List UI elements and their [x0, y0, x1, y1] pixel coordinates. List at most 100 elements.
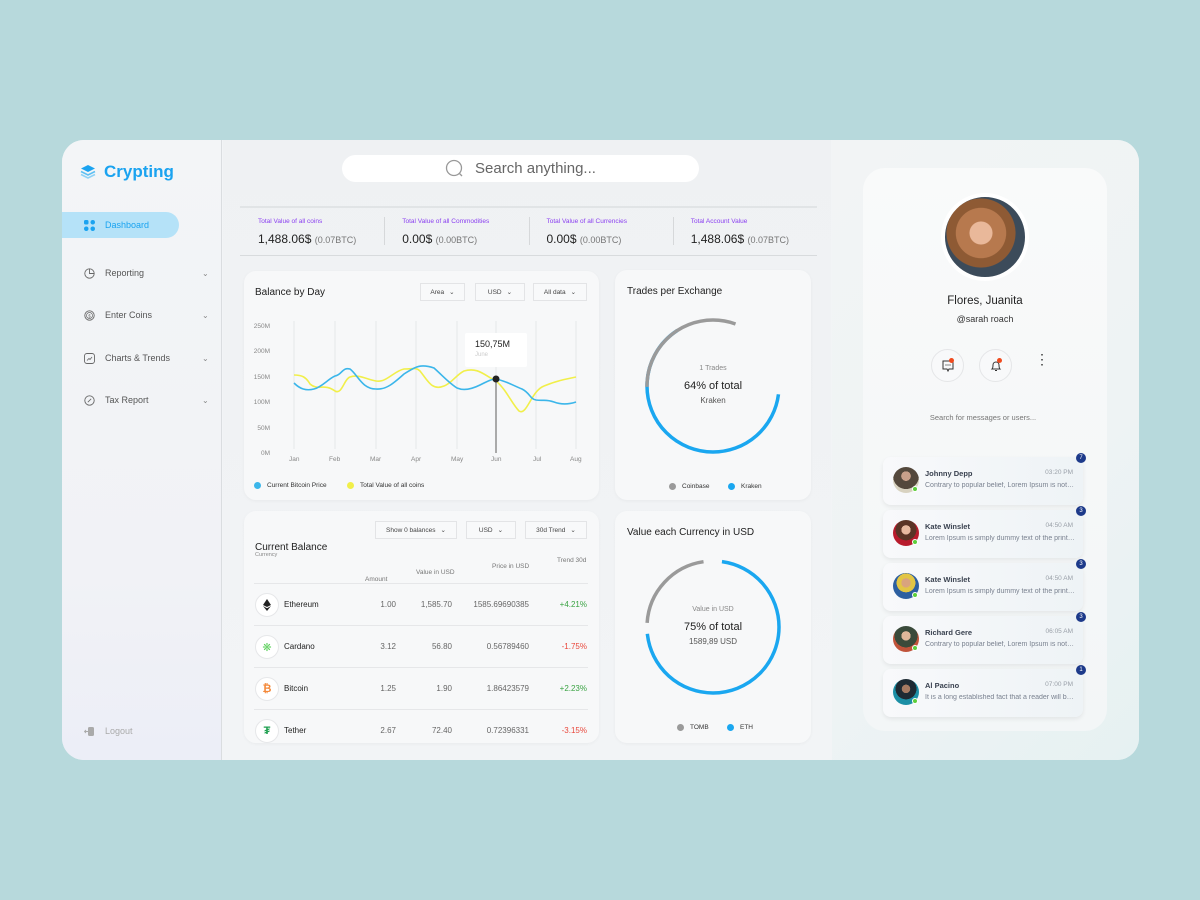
ethereum-icon: [255, 593, 279, 617]
sidebar-item-charts-trends[interactable]: Charts & Trends ⌄: [62, 345, 222, 371]
legend-label: Coinbase: [682, 483, 710, 490]
message-item[interactable]: Kate Winslet 04:50 AM Lorem Ipsum is sim…: [883, 506, 1086, 558]
cardano-icon: ❋: [255, 635, 279, 659]
search-bar[interactable]: Search anything...: [342, 155, 699, 182]
x-tick: Jul: [533, 456, 542, 463]
sidebar-item-enter-coins[interactable]: $ Enter Coins ⌄: [62, 302, 222, 328]
sender-name: Kate Winslet: [925, 575, 970, 584]
profile-handle: @sarah roach: [956, 314, 1014, 324]
profile-card: Flores, Juanita @sarah roach ⋮ Johnny De…: [863, 168, 1107, 731]
message-time: 07:00 PM: [1045, 681, 1073, 688]
donut-chart[interactable]: [643, 316, 783, 456]
unread-badge: 3: [1076, 559, 1086, 569]
sidebar-item-label: Charts & Trends: [105, 353, 171, 363]
message-item[interactable]: Al Pacino 07:00 PM It is a long establis…: [883, 665, 1086, 717]
y-tick: 100M: [253, 399, 270, 406]
logo[interactable]: Crypting: [80, 162, 174, 182]
current-balance-card: Show 0 balances ⌄ USD ⌄ 30d Trend ⌄ Current…: [244, 511, 599, 743]
table-row[interactable]: ❋ Cardano 3.12 56.80 0.56789460 -1.75%: [254, 625, 588, 667]
x-tick: Jan: [289, 456, 300, 463]
unread-badge: 3: [1076, 506, 1086, 516]
message-time: 04:50 AM: [1045, 522, 1073, 529]
y-tick: 0M: [260, 450, 270, 457]
table-row[interactable]: ₿ Bitcoin 1.25 1.90 1.86423579 +2.23%: [254, 667, 588, 709]
logout-button[interactable]: Logout: [62, 718, 222, 744]
coin-value: 72.40: [431, 726, 452, 735]
coin-trend: +4.21%: [559, 600, 587, 609]
y-tick: 250M: [253, 323, 270, 330]
donut-main: 75% of total: [683, 621, 743, 633]
stat-total-currencies: Total Value of all Currencies 0.00$ (0.0…: [528, 208, 673, 255]
sidebar: Crypting Dashboard Reporting ⌄ $ Enter C…: [62, 140, 222, 760]
range-dropdown[interactable]: All data ⌄: [533, 283, 587, 301]
more-options-icon[interactable]: ⋮: [1035, 351, 1049, 367]
chevron-down-icon: ⌄: [449, 289, 455, 296]
show-zero-balances-dropdown[interactable]: Show 0 balances ⌄: [375, 521, 457, 539]
legend-coinbase: Coinbase: [669, 483, 709, 490]
pie-chart-icon: [84, 267, 95, 279]
sidebar-item-label: Enter Coins: [105, 310, 153, 320]
sidebar-item-label: Tax Report: [105, 395, 149, 405]
bell-icon: [990, 360, 1001, 371]
coin-value: 56.80: [431, 642, 452, 651]
donut-chart[interactable]: [643, 557, 783, 697]
trend-dropdown[interactable]: 30d Trend ⌄: [525, 521, 587, 539]
legend-label: Kraken: [741, 483, 762, 490]
coin-name: Tether: [284, 726, 307, 735]
main-content: Search anything... Total Value of all co…: [223, 140, 831, 760]
chart-type-dropdown[interactable]: Area ⌄: [420, 283, 465, 301]
profile-avatar[interactable]: [941, 193, 1029, 281]
message-item[interactable]: Richard Gere 06:05 AM Contrary to popula…: [883, 612, 1086, 664]
legend-label: TOMB: [690, 724, 709, 731]
line-chart[interactable]: [244, 271, 599, 500]
sidebar-item-reporting[interactable]: Reporting ⌄: [62, 260, 222, 286]
bitcoin-icon: ₿: [255, 677, 279, 701]
stat-total-commodities: Total Value of all Commodities 0.00$ (0.…: [384, 208, 528, 255]
donut-sub: Value in USD: [692, 606, 734, 613]
stat-value: 0.00$: [546, 232, 577, 246]
legend-label: Current Bitcoin Price: [267, 482, 327, 489]
svg-text:$: $: [88, 313, 91, 318]
card-title: Balance by Day: [255, 287, 326, 298]
message-time: 04:50 AM: [1045, 575, 1073, 582]
chevron-down-icon: ⌄: [570, 527, 576, 534]
currency-dropdown[interactable]: USD ⌄: [475, 283, 525, 301]
message-time: 03:20 PM: [1045, 469, 1073, 476]
app-name: Crypting: [104, 162, 174, 181]
coin-name: Ethereum: [284, 600, 319, 609]
donut-label: Kraken: [700, 396, 726, 405]
stat-btc: (0.07BTC): [747, 235, 789, 245]
table-row[interactable]: Ethereum 1.00 1,585.70 1585.69690385 +4.…: [254, 583, 588, 625]
x-tick: Jun: [491, 456, 502, 463]
table-row[interactable]: ₮ Tether 2.67 72.40 0.72396331 -3.15%: [254, 709, 588, 751]
legend-dot: [347, 482, 354, 489]
search-input[interactable]: Search anything...: [475, 160, 596, 177]
sidebar-item-tax-report[interactable]: Tax Report ⌄: [62, 387, 222, 413]
message-item[interactable]: Johnny Depp 03:20 PM Contrary to popular…: [883, 453, 1086, 505]
stat-label: Total Value of all Commodities: [402, 218, 490, 225]
stat-value: 1,488.06$: [258, 232, 312, 246]
messages-button[interactable]: [931, 349, 964, 382]
legend-total-value: Total Value of all coins: [347, 482, 424, 489]
message-search-input[interactable]: [908, 413, 1058, 426]
x-tick: Apr: [411, 456, 422, 463]
stat-btc: (0.00BTC): [435, 235, 478, 245]
trend-chart-icon: [84, 352, 95, 364]
message-item[interactable]: Kate Winslet 04:50 AM Lorem Ipsum is sim…: [883, 559, 1086, 611]
balance-currency-dropdown[interactable]: USD ⌄: [466, 521, 516, 539]
layers-icon: [80, 165, 96, 179]
legend-tomb: TOMB: [677, 724, 709, 731]
coin-price: 1585.69690385: [473, 600, 529, 609]
legend-dot: [728, 483, 735, 490]
notifications-button[interactable]: [979, 349, 1012, 382]
chevron-down-icon: ⌄: [202, 310, 209, 320]
card-title: Current Balance: [255, 542, 328, 553]
sidebar-item-label: Reporting: [105, 268, 145, 278]
x-tick: Feb: [329, 456, 341, 463]
legend-dot: [254, 482, 261, 489]
legend-eth: ETH: [727, 724, 753, 731]
sidebar-item-dashboard[interactable]: Dashboard: [62, 212, 179, 238]
online-indicator: [912, 698, 918, 704]
tooltip-value: 150,75M: [475, 339, 511, 349]
card-subtitle: Currency: [255, 552, 278, 558]
